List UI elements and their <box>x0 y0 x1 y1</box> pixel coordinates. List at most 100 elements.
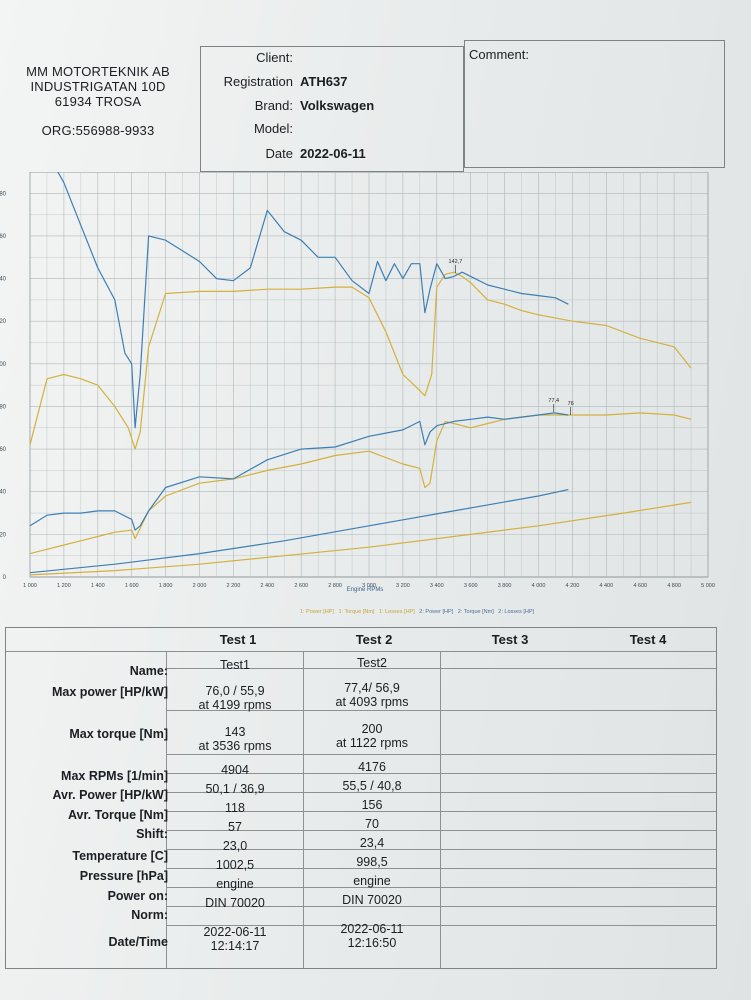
series-line-3 <box>29 501 692 576</box>
company-block: MM MOTORTEKNIK AB INDUSTRIGATAN 10D 6193… <box>8 64 188 138</box>
test1-max-rpm: 4904 <box>221 763 249 777</box>
legend-item-1-power: 1: Power [HP] <box>300 609 334 615</box>
test2-avg-torque: 156 <box>361 798 383 812</box>
x-tick-label: 3 800 <box>498 583 512 589</box>
test1-max-torque: 143 <box>224 725 246 739</box>
registration-row: Registration ATH637 <box>201 74 463 94</box>
y-tick-label: 0 <box>3 575 7 581</box>
test2-max-torque: 200 <box>361 722 383 736</box>
test2-max-torque-rpm: at 1122 rpms <box>335 736 409 750</box>
test2-norm: DIN 70020 <box>342 893 402 907</box>
y-tick-label: 20 <box>0 532 7 538</box>
test1-avg-power: 50,1 / 36,9 <box>205 782 265 796</box>
model-row: Model: <box>201 121 463 141</box>
x-tick-label: 1 600 <box>125 583 139 589</box>
test2-name: Test2 <box>357 656 387 670</box>
test2-max-rpm: 4176 <box>358 760 386 774</box>
series-line-2 <box>29 271 692 450</box>
legend-item-2-power: 2: Power [HP] <box>419 609 454 615</box>
row-label-datetime: Date/Time <box>108 935 168 949</box>
y-tick-label: 40 <box>0 490 7 496</box>
test1-avg-torque: 118 <box>225 801 245 815</box>
annotation-label: 77,4 <box>548 398 559 404</box>
company-name: MM MOTORTEKNIK AB <box>26 64 170 79</box>
y-tick-label: 180 <box>0 191 7 197</box>
row-label-avg-power: Avr. Power [HP/kW] <box>52 788 168 802</box>
test2-max-power: 77,4/ 56,9 <box>344 681 400 695</box>
x-axis-label: Engine RPMs <box>347 587 384 593</box>
row-label-name: Name: <box>129 664 168 678</box>
chart-legend: 1: Power [HP] 1: Torque [Nm] 1: Losses [… <box>300 609 630 615</box>
x-tick-label: 1 800 <box>159 583 173 589</box>
x-tick-label: 4 000 <box>532 583 546 589</box>
test-3-header: Test 3 <box>491 632 529 647</box>
y-tick-label: 100 <box>0 362 7 368</box>
registration-label: Registration <box>223 74 293 89</box>
legend-item-2-losses: 2: Losses [HP] <box>498 609 535 615</box>
client-label: Client: <box>256 50 293 65</box>
series-line-4 <box>29 412 569 531</box>
test1-max-power: 76,0 / 55,9 <box>205 684 265 698</box>
row-label-max-torque: Max torque [Nm] <box>69 727 168 741</box>
test1-power-on: engine <box>216 877 254 891</box>
x-tick-label: 4 600 <box>633 583 647 589</box>
test-1-header: Test 1 <box>219 632 257 647</box>
test-2-header: Test 2 <box>355 632 393 647</box>
col-divider-1 <box>166 651 167 968</box>
legend-item-2-torque: 2: Torque [Nm] <box>457 609 494 615</box>
test2-temperature: 23,4 <box>359 836 385 850</box>
x-tick-label: 1 000 <box>23 583 37 589</box>
legend-item-1-torque: 1: Torque [Nm] <box>338 609 375 615</box>
row-label-max-rpm: Max RPMs [1/min] <box>61 769 168 783</box>
x-tick-label: 3 400 <box>430 583 444 589</box>
x-tick-label: 3 600 <box>464 583 478 589</box>
x-tick-label: 1 400 <box>91 583 105 589</box>
x-tick-label: 3 200 <box>396 583 410 589</box>
company-org: ORG:556988-9933 <box>41 123 155 138</box>
date-row: Date 2022-06-11 <box>201 146 463 166</box>
x-axis-ticks: 1 000 1 200 1 400 1 600 1 800 2 000 2 200 2 400… <box>23 583 715 589</box>
test1-norm: DIN 70020 <box>205 896 265 910</box>
x-tick-label: 2 800 <box>328 583 342 589</box>
col-divider-2 <box>303 651 304 968</box>
x-tick-label: 3 000 <box>362 583 376 589</box>
test1-max-power-rpm: at 4199 rpms <box>198 698 272 712</box>
x-tick-label: 2 400 <box>260 583 274 589</box>
y-tick-label: 80 <box>0 404 7 410</box>
test1-name: Test1 <box>220 658 250 672</box>
row-label-avg-torque: Avr. Torque [Nm] <box>67 808 168 822</box>
company-city: 61934 TROSA <box>54 94 142 109</box>
x-tick-label: 4 800 <box>667 583 681 589</box>
header-divider <box>6 651 716 652</box>
test1-time: 12:14:17 <box>210 939 260 953</box>
series-line-5 <box>57 172 569 429</box>
brand-label: Brand: <box>254 98 293 113</box>
x-tick-label: 4 400 <box>599 583 613 589</box>
chart-series <box>29 172 692 576</box>
test2-shift: 70 <box>365 817 379 831</box>
annotation-label: 142,7 <box>449 259 463 265</box>
test1-max-torque-rpm: at 3536 rpms <box>198 739 272 753</box>
date-label: Date <box>265 146 293 161</box>
legend-item-1-losses: 1: Losses [HP] <box>378 609 415 615</box>
brand-row: Brand: Volkswagen <box>201 98 463 118</box>
comment-label: Comment: <box>469 47 529 62</box>
annotation-label: 76 <box>568 401 574 407</box>
test2-date: 2022-06-11 <box>340 922 404 936</box>
model-label: Model: <box>253 121 293 136</box>
y-axis-ticks: 0 20 40 60 80 100 120 140 160 180 <box>0 191 7 581</box>
x-tick-label: 5 000 <box>701 583 715 589</box>
row-label-temperature: Temperature [C] <box>72 849 168 863</box>
test2-pressure: 998,5 <box>356 855 388 869</box>
row-label-shift: Shift: <box>136 827 168 841</box>
row-label-power-on: Power on: <box>107 889 168 903</box>
chart-area <box>0 172 716 602</box>
vehicle-info-box: Client: Registration ATH637 Brand: Volks… <box>200 46 464 172</box>
x-tick-label: 2 000 <box>193 583 207 589</box>
test2-avg-power: 55,5 / 40,8 <box>342 779 402 793</box>
chart-annotations: 200,1142,777,476 <box>449 259 574 415</box>
test1-pressure: 1002,5 <box>215 858 255 872</box>
test2-time: 12:16:50 <box>347 936 397 950</box>
x-tick-label: 2 200 <box>227 583 241 589</box>
